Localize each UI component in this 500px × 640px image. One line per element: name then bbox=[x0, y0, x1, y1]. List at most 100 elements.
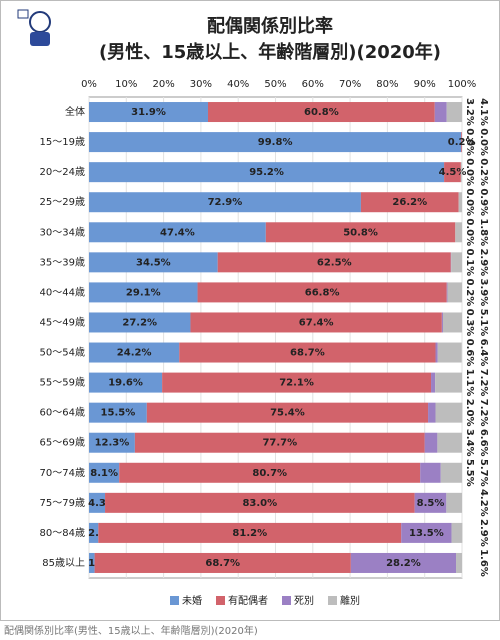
bar-segment bbox=[146, 402, 429, 423]
bar-segment bbox=[105, 492, 415, 513]
data-label: 50.8% bbox=[343, 227, 378, 238]
x-tick-label: 70% bbox=[339, 79, 361, 90]
bar-segment bbox=[119, 462, 421, 483]
bar-segment bbox=[428, 402, 436, 423]
bar-segment bbox=[207, 102, 435, 123]
bar-segment bbox=[401, 522, 452, 543]
bar-segment bbox=[179, 342, 436, 363]
bar-segment bbox=[455, 222, 462, 243]
data-label: 81.2% bbox=[232, 528, 267, 539]
y-tick-label: 40～44歳 bbox=[40, 286, 85, 298]
data-label: 15.5% bbox=[101, 408, 136, 419]
bar-segment bbox=[89, 462, 120, 483]
y-tick-label: 20～24歳 bbox=[40, 166, 85, 178]
data-label: 24.2% bbox=[117, 348, 152, 359]
data-label: 47.4% bbox=[160, 227, 195, 238]
bar-segment bbox=[442, 312, 462, 333]
data-label: 13.5% bbox=[409, 528, 444, 539]
data-label: 0.0% bbox=[464, 218, 475, 246]
data-label: 7.2% bbox=[478, 369, 489, 397]
legend-swatch bbox=[170, 596, 179, 605]
data-label: 2.9% bbox=[478, 519, 489, 547]
bar-segment bbox=[435, 342, 438, 363]
data-label: 0.3% bbox=[464, 309, 475, 337]
bar-segment bbox=[89, 342, 180, 363]
bar-segment bbox=[444, 162, 461, 183]
bar-segment bbox=[435, 402, 463, 423]
data-label: 0.1% bbox=[464, 248, 475, 276]
data-label: 6.6% bbox=[478, 429, 489, 457]
y-tick-label: 全体 bbox=[65, 105, 85, 118]
bar-segment bbox=[162, 372, 432, 393]
data-label: 5.5% bbox=[464, 459, 475, 487]
bar-segment bbox=[460, 162, 462, 183]
data-label: 4.5% bbox=[439, 167, 467, 178]
x-tick-label: 100% bbox=[448, 79, 477, 90]
bar-segment bbox=[446, 102, 462, 123]
data-label: 34.5% bbox=[136, 257, 171, 268]
x-tick-label: 10% bbox=[115, 79, 137, 90]
y-tick-label: 35～39歳 bbox=[40, 256, 85, 268]
data-label: 1.6% bbox=[478, 549, 489, 577]
data-label: 0.9% bbox=[478, 188, 489, 216]
legend-swatch bbox=[282, 596, 291, 605]
bar-segment bbox=[217, 252, 451, 273]
chart-title: 配偶関係別比率 bbox=[207, 15, 333, 37]
data-label: 1.1% bbox=[464, 369, 475, 397]
data-label: 62.5% bbox=[317, 257, 352, 268]
legend-label: 死別 bbox=[294, 595, 314, 607]
data-label: 0.0% bbox=[464, 158, 475, 186]
chart-subtitle: (男性、15歳以上、年齢階層別)(2020年) bbox=[99, 41, 441, 63]
bar-segment bbox=[420, 462, 441, 483]
data-label: 29.1% bbox=[126, 287, 161, 298]
x-tick-label: 60% bbox=[302, 79, 324, 90]
data-label: 0.2% bbox=[464, 279, 475, 307]
bar-segment bbox=[134, 432, 425, 453]
bar-segment bbox=[458, 192, 462, 213]
data-label: 80.7% bbox=[252, 468, 287, 479]
data-label: 0.2% bbox=[448, 137, 476, 148]
data-label: 12.3% bbox=[95, 438, 130, 449]
data-label: 0.0% bbox=[478, 128, 489, 156]
y-tick-label: 85歳以上 bbox=[42, 557, 85, 569]
data-label: 6.4% bbox=[478, 339, 489, 367]
bar-segment bbox=[431, 372, 436, 393]
data-label: 83.0% bbox=[242, 498, 277, 509]
bar-segment bbox=[89, 162, 445, 183]
x-tick-label: 80% bbox=[376, 79, 398, 90]
y-tick-label: 65～69歳 bbox=[40, 437, 85, 449]
data-label: 68.7% bbox=[290, 348, 325, 359]
x-tick-label: 40% bbox=[227, 79, 249, 90]
data-label: 19.6% bbox=[108, 378, 143, 389]
data-label: 77.7% bbox=[262, 438, 297, 449]
bar-segment bbox=[89, 492, 106, 513]
legend-label: 離別 bbox=[340, 594, 360, 607]
data-label: 26.2% bbox=[392, 197, 427, 208]
bar-segment bbox=[98, 522, 402, 543]
data-label: 7.2% bbox=[478, 399, 489, 427]
bar-segment bbox=[89, 402, 147, 423]
bar-segment bbox=[89, 432, 135, 453]
bar-segment bbox=[456, 552, 462, 573]
y-tick-label: 55～59歳 bbox=[40, 377, 85, 389]
bar-segment bbox=[350, 552, 457, 573]
y-tick-label: 80～84歳 bbox=[40, 527, 85, 539]
data-label: 2.9% bbox=[478, 248, 489, 276]
bar-segment bbox=[89, 522, 99, 543]
bar-segment bbox=[424, 432, 438, 453]
bar-segment bbox=[89, 372, 163, 393]
data-label: 3.9% bbox=[478, 279, 489, 307]
bar-segment bbox=[89, 132, 462, 153]
data-label: 4.1% bbox=[478, 98, 489, 126]
bar-segment bbox=[461, 132, 462, 153]
bar-segment bbox=[441, 312, 443, 333]
mascot-icon bbox=[17, 9, 51, 46]
bar-segment bbox=[197, 282, 447, 303]
bar-segment bbox=[414, 492, 447, 513]
data-label: 0.2% bbox=[478, 158, 489, 186]
x-tick-label: 20% bbox=[152, 79, 174, 90]
bar-segment bbox=[89, 222, 266, 243]
legend-swatch bbox=[328, 596, 337, 605]
